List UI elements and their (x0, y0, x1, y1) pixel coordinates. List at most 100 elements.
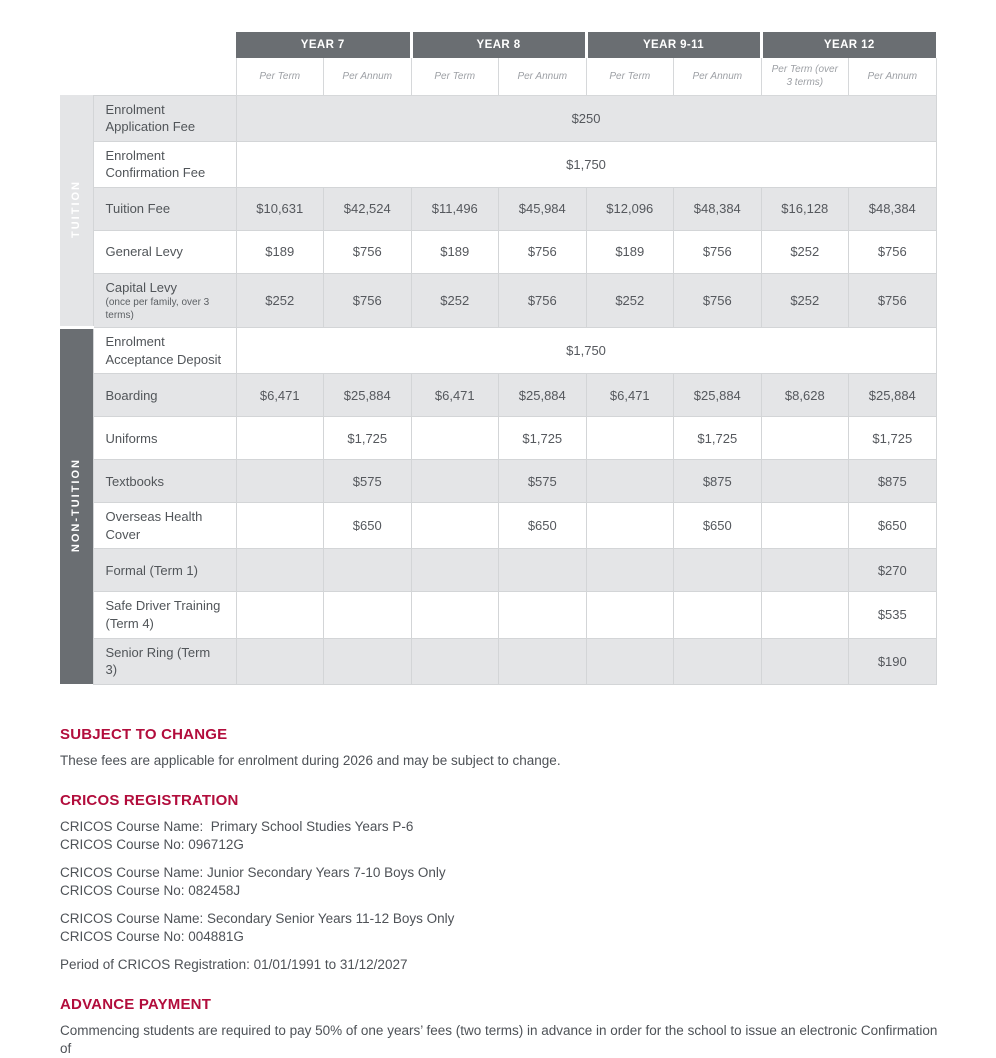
table-row: Enrolment Confirmation Fee $1,750 (60, 140, 937, 188)
table-row: General Levy $189 $756 $189 $756 $189 $756 $252… (60, 229, 937, 274)
table-row: Textbooks $575 $575 $875 $875 (60, 459, 937, 504)
fee-value-cell: $16,128 (760, 186, 850, 231)
fee-value-cell (760, 502, 850, 550)
fee-value-cell (235, 591, 324, 639)
fee-value-cell: $1,725 (323, 416, 412, 461)
note-paragraph: Commencing students are required to pay … (60, 1022, 938, 1058)
table-row: Uniforms $1,725 $1,725 $1,725 $1,725 (60, 416, 937, 461)
note-line: CRICOS Course No: 082458J (60, 883, 241, 898)
fee-item-name: Uniforms (105, 430, 158, 446)
fee-value-cell (410, 591, 500, 639)
fee-value-cell (498, 637, 587, 685)
fee-item-name: Capital Levy (105, 279, 178, 295)
fee-value-cell: $189 (585, 229, 675, 274)
fee-value-cell: $756 (323, 272, 412, 329)
fee-value-cell (585, 637, 675, 685)
fee-value-cell: $45,984 (498, 186, 587, 231)
row-label: Enrolment Confirmation Fee (92, 140, 237, 188)
note-heading: SUBJECT TO CHANGE (60, 726, 228, 743)
fee-value-cell (323, 591, 412, 639)
table-row: Formal (Term 1) $270 (60, 548, 937, 593)
fee-value-cell (673, 591, 762, 639)
fee-value-cell (498, 548, 587, 593)
table-row: Boarding $6,471 $25,884 $6,471 $25,884 $6,471… (60, 373, 937, 418)
section-label-non-tuition: NON-TUITION (60, 326, 93, 685)
fee-item-name: Boarding (105, 387, 158, 403)
fee-item-name: Senior Ring (Term 3) (105, 644, 211, 678)
fee-value-cell (235, 459, 324, 504)
note-paragraph: These fees are applicable for enrolment … (60, 752, 938, 770)
fee-value-cell: $756 (323, 229, 412, 274)
fee-value-cell (498, 591, 587, 639)
note-line: CRICOS Course Name: Primary School Studi… (60, 819, 414, 834)
fee-value-cell: $12,096 (585, 186, 675, 231)
row-label: Enrolment Application Fee (92, 94, 237, 142)
note-section: ADVANCE PAYMENT Commencing students are r… (60, 996, 938, 1058)
note-line: CRICOS Course Name: Junior Secondary Yea… (60, 865, 446, 880)
fee-value-cell (585, 502, 675, 550)
subheader-per-annum: Per Annum (498, 58, 587, 96)
subheader-per-term: Per Term (585, 58, 675, 96)
header-corner-spacer (60, 32, 236, 58)
row-label: Formal (Term 1) (92, 548, 237, 593)
note-line: CRICOS Course No: 004881G (60, 929, 244, 944)
fee-value-cell (585, 591, 675, 639)
fee-value-cell: $48,384 (673, 186, 762, 231)
fee-item-name: Enrolment Application Fee (105, 101, 196, 135)
note-line: CRICOS Course No: 096712G (60, 837, 244, 852)
fee-item-name: Textbooks (105, 473, 165, 489)
row-label: Overseas Health Cover (92, 502, 237, 550)
fee-value-cell: $8,628 (760, 373, 850, 418)
note-paragraph: CRICOS Course Name: Primary School Studi… (60, 818, 938, 854)
fee-value-cell: $756 (498, 229, 587, 274)
note-section: CRICOS REGISTRATION CRICOS Course Name: P… (60, 792, 938, 974)
fee-item-note: (once per family, over 3 terms) (105, 297, 210, 322)
note-line: Period of CRICOS Registration: 01/01/199… (60, 957, 408, 972)
fee-value-cell: $190 (848, 637, 937, 685)
fee-value-cell (235, 416, 324, 461)
year-header-row: YEAR 7 YEAR 8 YEAR 9-11 YEAR 12 (60, 32, 937, 58)
fee-value-cell: $650 (323, 502, 412, 550)
subheader-per-annum: Per Annum (848, 58, 937, 96)
row-label: Capital Levy (once per family, over 3 ter… (92, 272, 237, 329)
fee-value-cell: $25,884 (323, 373, 412, 418)
fee-item-name: Tuition Fee (105, 200, 171, 216)
fee-value-cell: $10,631 (235, 186, 324, 231)
fee-value-cell: $535 (848, 591, 937, 639)
fee-value-cell (585, 416, 675, 461)
fee-item-name: Formal (Term 1) (105, 562, 198, 578)
fee-value-cell: $756 (673, 229, 762, 274)
fee-value-cell: $189 (235, 229, 324, 274)
fee-value-cell (673, 637, 762, 685)
fee-value-cell: $575 (498, 459, 587, 504)
fee-value-cell: $756 (848, 272, 937, 329)
fee-value-cell: $25,884 (673, 373, 762, 418)
fee-value-cell (585, 459, 675, 504)
fee-item-name: Safe Driver Training (Term 4) (105, 598, 221, 631)
fee-value-cell (410, 637, 500, 685)
note-section: SUBJECT TO CHANGE These fees are applicab… (60, 726, 938, 770)
fee-value-cell: $48,384 (848, 186, 937, 231)
fee-value-cell (235, 637, 324, 685)
year-group-header-year7: YEAR 7 (236, 32, 412, 58)
fee-value-cell (760, 591, 850, 639)
fee-value-cell (235, 548, 324, 593)
fees-schedule-page: YEAR 7 YEAR 8 YEAR 9-11 YEAR 12 Per Term… (60, 32, 938, 1056)
fee-value-cell (760, 459, 850, 504)
note-paragraph: CRICOS Course Name: Secondary Senior Yea… (60, 910, 938, 946)
fee-value-cell (760, 637, 850, 685)
fee-value-cell (410, 459, 500, 504)
note-paragraph: CRICOS Course Name: Junior Secondary Yea… (60, 864, 938, 900)
row-label: Senior Ring (Term 3) (92, 637, 237, 685)
fee-item-name: Enrolment Acceptance Deposit (105, 334, 222, 367)
row-label: Boarding (92, 373, 237, 418)
fee-value-cell (760, 416, 850, 461)
fee-item-name: General Levy (105, 243, 183, 259)
fee-value-cell: $6,471 (235, 373, 324, 418)
fee-value-cell: $252 (410, 272, 500, 329)
note-paragraph: Period of CRICOS Registration: 01/01/199… (60, 956, 938, 974)
table-row: TUITION Enrolment Application Fee $250 (60, 94, 937, 328)
table-row: Capital Levy (once per family, over 3 ter… (60, 272, 937, 329)
fees-table: YEAR 7 YEAR 8 YEAR 9-11 YEAR 12 Per Term… (60, 32, 937, 685)
notes-area: SUBJECT TO CHANGE These fees are applicab… (60, 726, 938, 1058)
